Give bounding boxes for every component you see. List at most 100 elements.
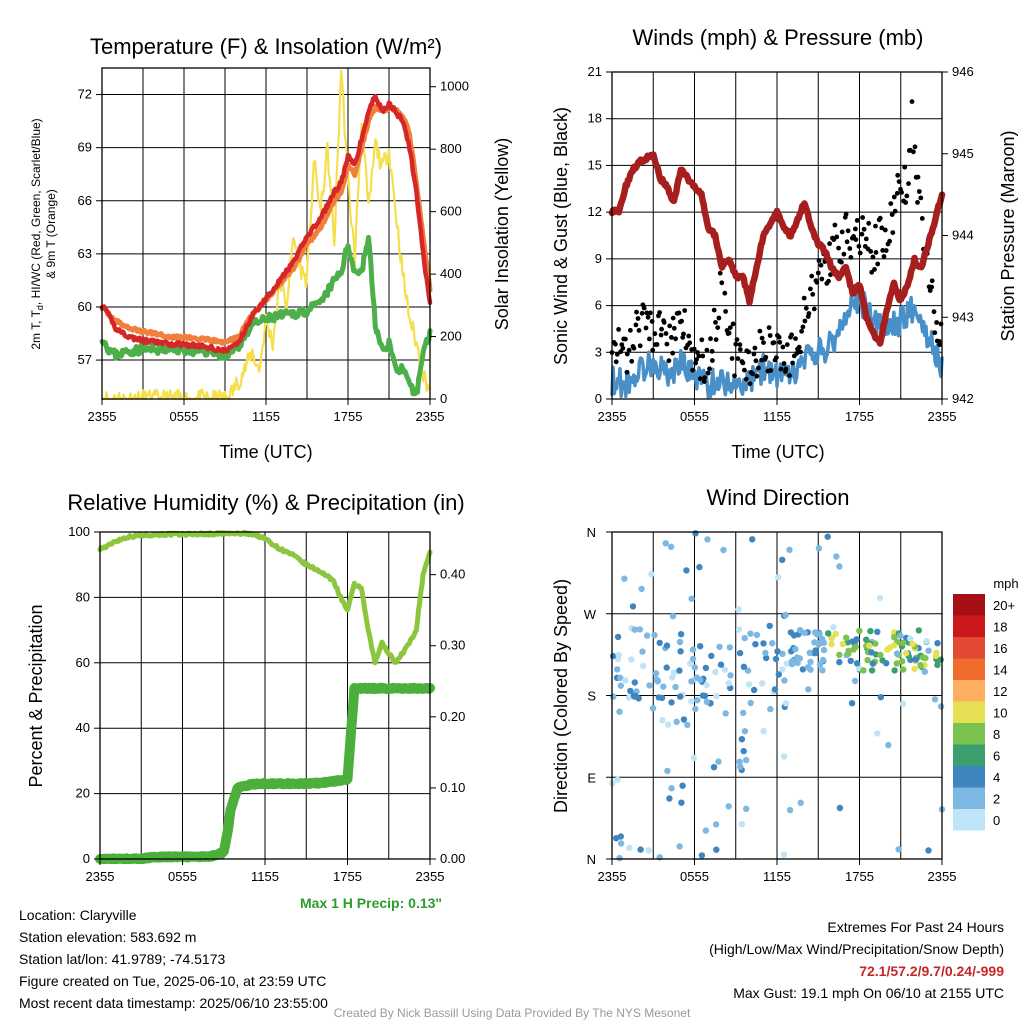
gust-point: [929, 278, 935, 284]
direction-point: [863, 636, 870, 643]
gust-point: [746, 349, 751, 355]
gust-point: [853, 237, 859, 243]
gust-point: [776, 334, 782, 340]
gust-point: [866, 220, 872, 226]
gust-point: [806, 311, 812, 316]
gust-point: [843, 211, 849, 217]
direction-point: [702, 664, 710, 672]
rh-y2tick-label: 0.40: [440, 567, 465, 582]
direction-point: [636, 626, 644, 633]
gust-point: [636, 328, 642, 333]
direction-point: [690, 754, 697, 762]
credit-line: Created By Nick Bassill Using Data Provi…: [333, 1006, 691, 1020]
gust-point: [836, 245, 841, 251]
direction-point: [616, 708, 623, 715]
gust-point: [761, 340, 766, 345]
direction-point: [725, 803, 732, 810]
direction-point: [853, 636, 860, 643]
gust-point: [859, 231, 865, 237]
legend-title: mph: [993, 576, 1018, 591]
gust-point: [875, 261, 881, 267]
wind-ytick-label: 15: [588, 157, 602, 172]
wind-ytick-label: 6: [595, 298, 602, 313]
dir-xtick-label: 2355: [598, 869, 627, 884]
gust-point: [686, 333, 692, 339]
wind-xtick-label: 2355: [598, 409, 627, 424]
direction-point: [856, 627, 863, 634]
gust-point: [796, 344, 802, 350]
legend-swatch: [953, 809, 985, 831]
direction-point: [626, 844, 633, 852]
gust-point: [709, 348, 715, 354]
direction-point: [750, 686, 758, 694]
direction-point: [760, 728, 767, 735]
gust-point: [644, 310, 650, 316]
gust-point: [710, 358, 715, 363]
gust-point: [696, 353, 702, 359]
gust-point: [845, 228, 851, 234]
gust-point: [620, 345, 626, 351]
direction-point: [743, 805, 750, 812]
gust-point: [708, 336, 713, 342]
gust-point: [789, 332, 794, 338]
temp-ylabel-sub: d: [35, 305, 45, 310]
legend-swatch: [953, 787, 985, 809]
gust-point: [619, 342, 625, 347]
gust-point: [707, 366, 712, 372]
rh-ytick-label: 0: [83, 851, 90, 866]
direction-point: [621, 575, 628, 582]
direction-point: [766, 622, 773, 630]
gust-point: [841, 251, 847, 257]
gust-point: [650, 347, 656, 353]
temp-xtick-label: 2355: [88, 409, 117, 424]
temp-ytick-label: 66: [78, 193, 92, 208]
temp-ytick-label: 60: [78, 299, 92, 314]
gust-point: [657, 310, 662, 315]
direction-point: [721, 666, 729, 673]
gust-point: [670, 350, 676, 356]
gust-point: [937, 342, 942, 348]
rh-xtick-label: 1755: [333, 869, 362, 884]
direction-point: [909, 640, 916, 648]
gust-point: [747, 381, 753, 387]
temp-y2tick-label: 800: [440, 141, 462, 156]
direction-point: [839, 640, 846, 648]
wind-ylabel: Sonic Wind & Gust (Blue, Black): [551, 107, 571, 365]
direction-point: [698, 852, 706, 859]
gust-point: [904, 193, 910, 199]
station-info: Location: Claryville Station elevation: …: [19, 904, 328, 1014]
gust-point: [811, 306, 817, 312]
legend-label: 6: [993, 748, 1000, 763]
dir-xtick-label: 1755: [845, 869, 874, 884]
rh-ytick-label: 40: [76, 720, 90, 735]
direction-point: [847, 657, 854, 665]
legend-label: 12: [993, 684, 1007, 699]
temp-ytick-label: 69: [78, 140, 92, 155]
legend-swatch: [953, 701, 985, 723]
gust-point: [938, 321, 944, 327]
gust-point: [623, 336, 628, 342]
temp-y2tick-label: 400: [440, 266, 462, 281]
gust-point: [903, 200, 908, 205]
wind-ytick-label: 21: [588, 64, 602, 79]
gust-point: [790, 360, 795, 366]
wind-y2tick-label: 944: [952, 228, 974, 243]
direction-point: [676, 667, 683, 674]
direction-point: [925, 847, 932, 854]
direction-point: [832, 630, 839, 638]
direction-point: [774, 648, 781, 655]
direction-point: [614, 776, 621, 783]
direction-point: [637, 846, 644, 853]
direction-point: [819, 637, 826, 644]
rh-xtick-label: 2355: [416, 869, 445, 884]
gust-point: [870, 254, 876, 260]
gust-point: [626, 347, 632, 353]
gust-point: [916, 189, 922, 194]
gust-point: [742, 367, 747, 373]
gust-point: [753, 358, 759, 364]
direction-point: [780, 753, 788, 760]
direction-point: [716, 643, 723, 650]
direction-point: [645, 847, 652, 854]
direction-point: [740, 747, 747, 755]
gust-point: [681, 331, 686, 337]
